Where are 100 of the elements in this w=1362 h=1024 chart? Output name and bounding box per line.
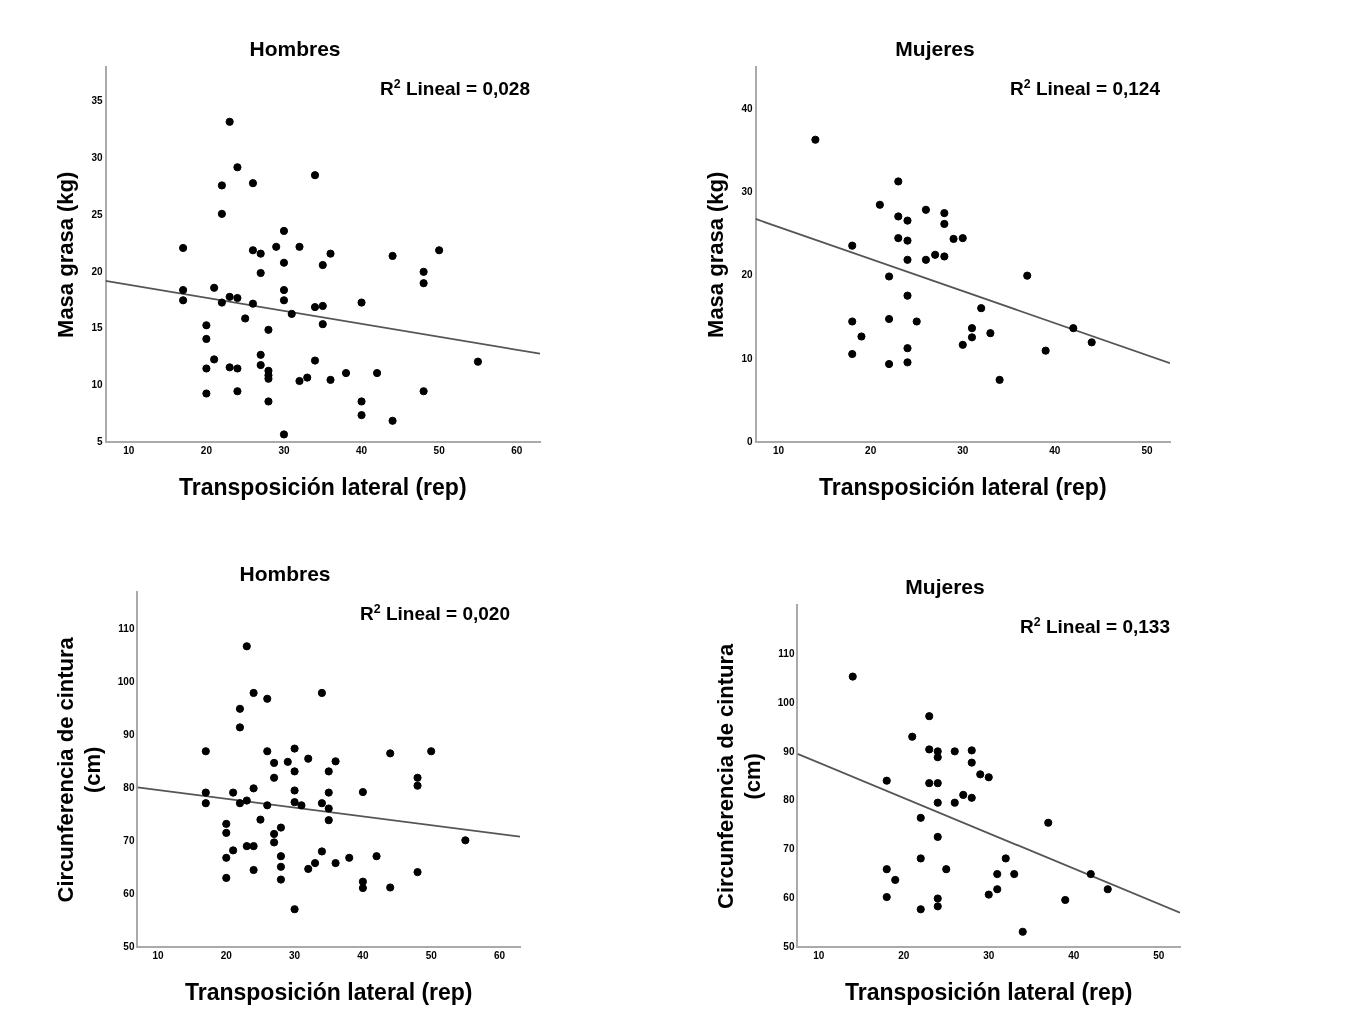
point xyxy=(925,712,934,721)
y-tick-label: 20 xyxy=(91,265,103,277)
point xyxy=(903,291,912,300)
point xyxy=(967,793,976,802)
point xyxy=(984,890,993,899)
point xyxy=(894,234,903,243)
x-tick-label: 20 xyxy=(865,445,877,457)
point xyxy=(949,234,958,244)
point xyxy=(995,375,1004,384)
point xyxy=(1044,818,1053,827)
y-tick-label: 35 xyxy=(91,95,103,107)
y-axis-title: Circunferencia de cintura (cm) xyxy=(713,642,765,909)
y-tick-label: 80 xyxy=(783,794,795,806)
point xyxy=(848,672,857,681)
point xyxy=(993,885,1002,894)
point xyxy=(884,272,894,281)
y-tick-label: 60 xyxy=(123,888,135,900)
y-tick-label: 70 xyxy=(123,835,135,847)
point xyxy=(1001,854,1010,863)
point xyxy=(857,332,866,341)
y-tick-label: 90 xyxy=(123,729,135,741)
x-tick-label: 30 xyxy=(983,950,995,962)
x-tick-label: 20 xyxy=(220,950,233,962)
point xyxy=(882,865,891,874)
y-tick-label: 20 xyxy=(741,269,753,281)
point xyxy=(1069,324,1078,333)
point xyxy=(1061,895,1070,905)
x-tick-label: 20 xyxy=(898,950,910,962)
point xyxy=(984,773,993,782)
y-tick-label: 50 xyxy=(783,941,795,953)
point xyxy=(967,758,976,767)
point xyxy=(940,252,949,261)
point xyxy=(903,358,912,367)
x-tick-label: 40 xyxy=(357,950,369,962)
point xyxy=(958,234,967,243)
point xyxy=(933,753,942,762)
y-tick-label: 10 xyxy=(91,379,103,391)
y-axis-title: Masa grasa (kg) xyxy=(703,171,729,338)
y-tick-label: 0 xyxy=(746,436,753,448)
point xyxy=(940,219,949,229)
point xyxy=(903,255,912,264)
x-tick-label: 20 xyxy=(200,445,213,457)
x-axis-title: Transposición lateral (rep) xyxy=(844,978,1133,1005)
point xyxy=(986,329,995,338)
x-tick-label: 50 xyxy=(425,950,438,962)
point xyxy=(921,205,931,214)
point xyxy=(933,798,942,807)
x-tick-label: 30 xyxy=(278,445,290,457)
point xyxy=(912,317,921,326)
point xyxy=(925,745,934,754)
point xyxy=(894,177,903,186)
point xyxy=(848,349,857,359)
point xyxy=(1023,271,1032,280)
y-tick-label: 60 xyxy=(783,892,795,904)
y-tick-label: 80 xyxy=(123,782,135,794)
point xyxy=(967,324,977,333)
y-tick-label: 70 xyxy=(783,843,795,855)
point xyxy=(882,776,891,785)
point xyxy=(933,894,942,903)
point xyxy=(903,216,912,225)
point xyxy=(925,779,934,788)
point xyxy=(993,869,1002,879)
x-axis-title: Transposición lateral (rep) xyxy=(184,978,473,1005)
point xyxy=(1018,927,1027,936)
x-tick-label: 40 xyxy=(1049,445,1061,457)
point xyxy=(950,798,959,807)
point xyxy=(882,892,891,902)
point xyxy=(959,790,968,799)
point xyxy=(916,813,925,822)
y-tick-label: 40 xyxy=(741,102,753,114)
y-tick-label: 50 xyxy=(123,941,135,953)
y-tick-label: 30 xyxy=(91,151,103,163)
point xyxy=(848,317,857,326)
point xyxy=(977,304,986,313)
point xyxy=(903,344,912,353)
point xyxy=(811,135,820,144)
point xyxy=(1103,885,1112,894)
x-axis-title: Transposición lateral (rep) xyxy=(818,473,1107,500)
point xyxy=(1086,869,1095,879)
y-tick-label: 110 xyxy=(118,623,135,635)
y-tick-label: 110 xyxy=(778,647,795,659)
y-tick-label: 30 xyxy=(741,186,753,198)
point xyxy=(916,854,925,863)
chart-title: Hombres xyxy=(239,562,331,586)
x-tick-label: 30 xyxy=(289,950,301,962)
x-tick-label: 60 xyxy=(493,950,506,962)
point xyxy=(940,209,949,218)
x-tick-label: 50 xyxy=(433,445,446,457)
point xyxy=(942,865,951,874)
x-tick-label: 50 xyxy=(1153,950,1165,962)
point xyxy=(931,250,940,259)
y-tick-label: 15 xyxy=(91,322,103,334)
chart-title: Mujeres xyxy=(905,575,985,599)
y-tick-label: 90 xyxy=(783,745,795,757)
point xyxy=(958,340,967,349)
y-tick-label: 100 xyxy=(117,676,135,688)
point xyxy=(1041,346,1050,355)
x-tick-label: 40 xyxy=(1068,950,1080,962)
point xyxy=(967,746,976,755)
point xyxy=(933,832,942,842)
